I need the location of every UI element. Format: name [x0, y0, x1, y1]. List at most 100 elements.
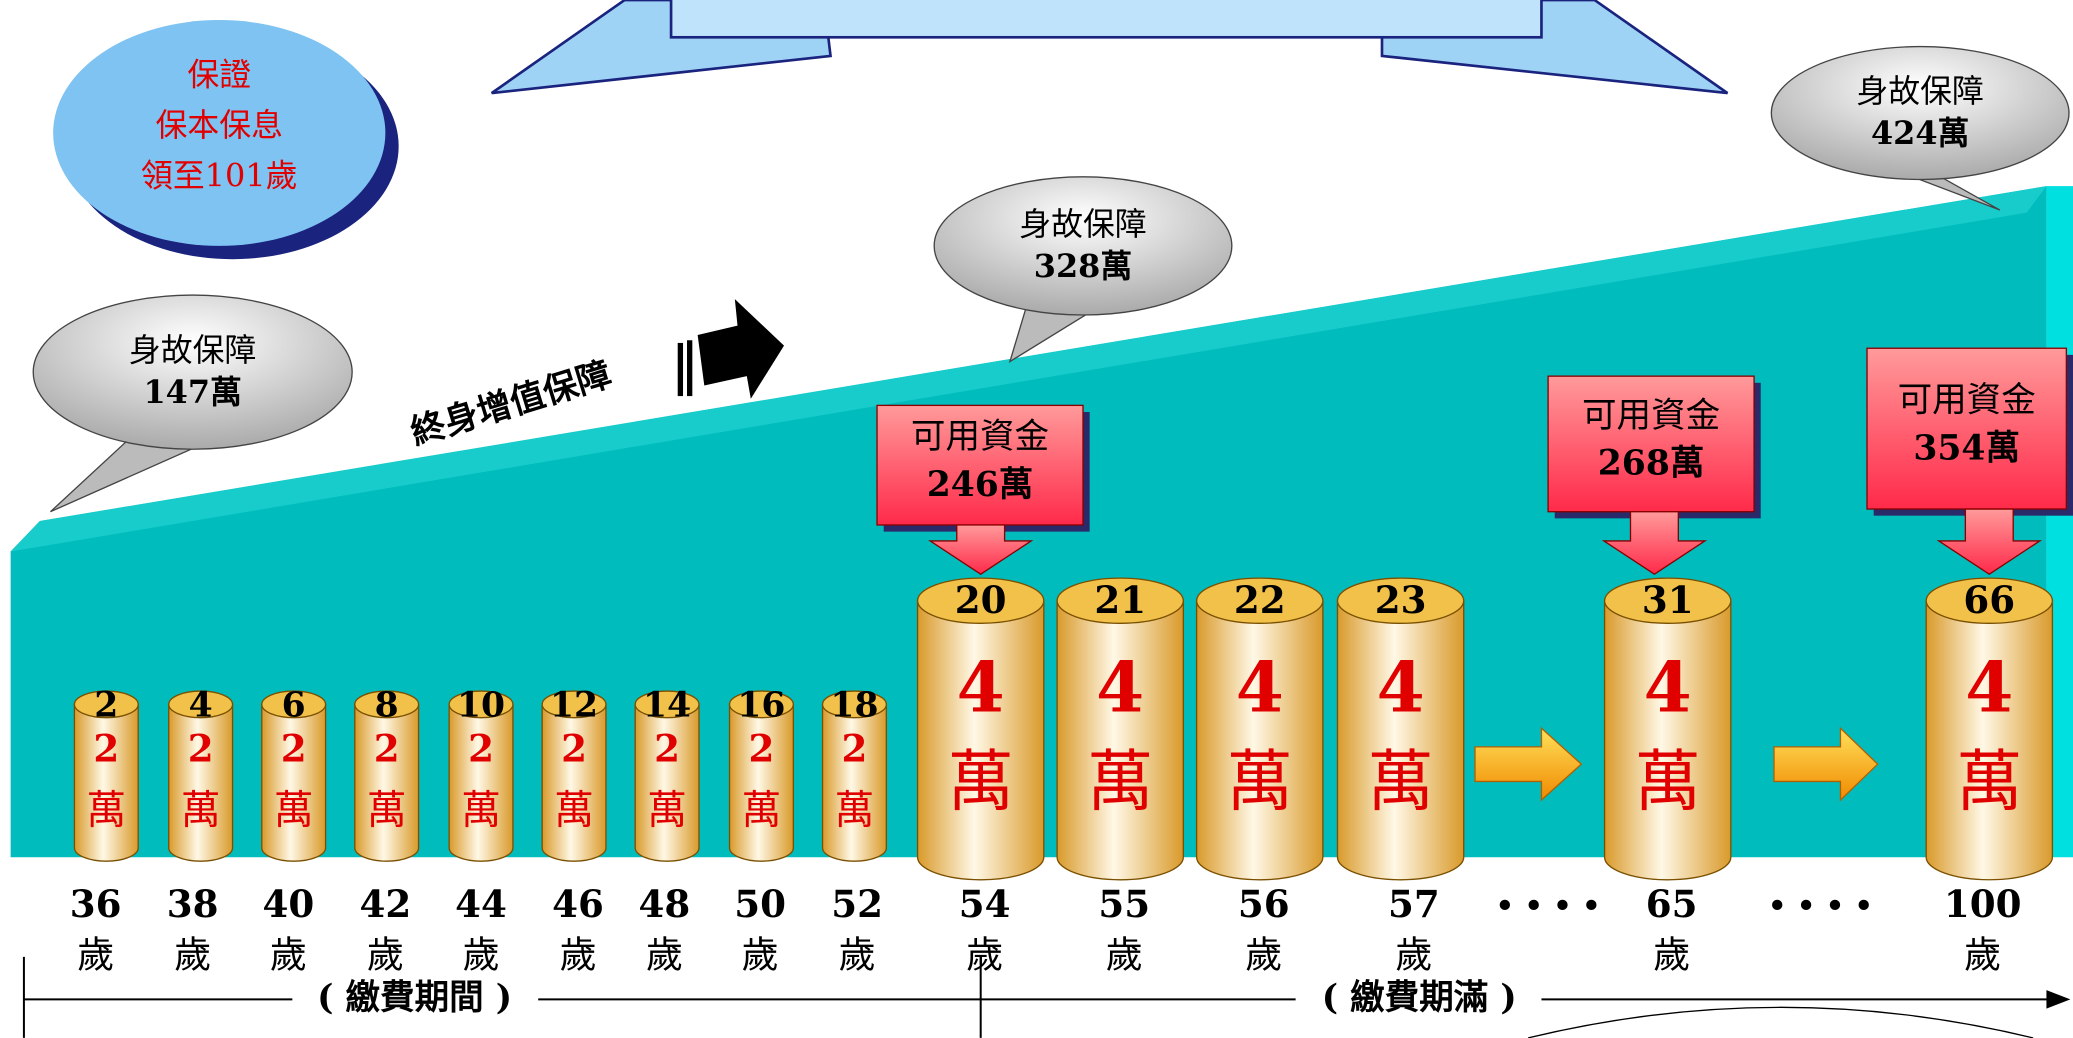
fund-amount: 354萬: [1913, 428, 2020, 468]
age: 100: [1944, 882, 2022, 926]
callout-amount: 424萬: [1871, 114, 1969, 152]
banner: [669, 0, 1543, 39]
cylinder-amount: 4: [1377, 648, 1425, 729]
age-unit: 歲: [270, 933, 307, 977]
age-unit: 歲: [1653, 933, 1690, 977]
cylinder: [541, 703, 607, 862]
callout-label: 身故保障: [1019, 205, 1147, 243]
cylinder-amount: 2: [468, 727, 494, 771]
age-unit: 歲: [646, 933, 683, 977]
cylinder-amount: 4: [1096, 648, 1144, 729]
age-unit: 歲: [741, 933, 778, 977]
age-unit: 歲: [1106, 933, 1143, 977]
death-callout: [32, 294, 353, 450]
cylinder-unit: 萬: [86, 787, 126, 833]
age: 65: [1646, 882, 1698, 926]
cylinder: [448, 703, 514, 862]
cylinder-unit: 萬: [1367, 742, 1433, 820]
cylinder-unit: 萬: [367, 787, 407, 833]
cylinder: [1925, 600, 2054, 881]
cylinder-top: [354, 690, 420, 719]
cylinder-amount: 2: [281, 727, 307, 771]
cylinder-unit: 萬: [647, 787, 687, 833]
cylinder-amount: 2: [374, 727, 400, 771]
cylinder-amount: 2: [188, 727, 214, 771]
cylinder-amount: 2: [93, 727, 119, 771]
guarantee-text: 領至101歲: [141, 157, 297, 195]
cylinder-amount: 2: [842, 727, 868, 771]
cylinder-amount: 2: [654, 727, 680, 771]
cylinder-top: [168, 690, 234, 719]
fund-amount: 268萬: [1598, 444, 1705, 484]
cylinder-count: 22: [1234, 578, 1286, 622]
cylinder-top: [1056, 577, 1185, 624]
cylinder-count: 4: [189, 686, 213, 726]
cylinder-top: [73, 690, 139, 719]
cylinder-unit: 萬: [461, 787, 501, 833]
age-unit: 歲: [966, 933, 1003, 977]
cylinder-top: [916, 577, 1045, 624]
cylinder: [916, 600, 1045, 881]
age-unit: 歲: [1964, 933, 2001, 977]
flow-arrow: [1474, 726, 1583, 802]
cylinder-count: 14: [643, 686, 691, 726]
cylinder: [261, 703, 327, 862]
death-callout: [933, 176, 1233, 316]
period-label: ( 繳費期滿 ): [1322, 978, 1517, 1018]
cylinder-count: 8: [375, 686, 399, 726]
cylinder-count: 20: [955, 578, 1007, 622]
cylinder: [821, 703, 888, 862]
age-unit: 歲: [77, 933, 114, 977]
age-unit: 歲: [1245, 933, 1282, 977]
fund-callout: [876, 404, 1084, 526]
curve: [1528, 1006, 2034, 1038]
cylinder: [73, 703, 139, 862]
cylinder-count: 12: [550, 686, 598, 726]
age: 50: [734, 882, 786, 926]
guarantee-text: 保證: [187, 56, 251, 94]
age: 48: [639, 882, 691, 926]
fund-arrow: [1601, 511, 1708, 575]
cylinder-unit: 萬: [1956, 742, 2022, 820]
age-unit: 歲: [1395, 933, 1432, 977]
fund-callout: [1866, 347, 2068, 510]
cylinder: [1336, 600, 1465, 881]
cylinder-top: [1603, 577, 1732, 624]
cylinder-unit: 萬: [181, 787, 221, 833]
cylinder-amount: 4: [1644, 648, 1692, 729]
cylinder-amount: 4: [1965, 648, 2013, 729]
cylinder-unit: 萬: [1634, 742, 1700, 820]
cylinder-top: [1195, 577, 1324, 624]
cylinder-top: [1336, 577, 1465, 624]
cylinder-amount: 4: [957, 648, 1005, 729]
callout-amount: 328萬: [1034, 247, 1132, 285]
age-unit: 歲: [559, 933, 596, 977]
callout-amount: 147萬: [143, 373, 241, 411]
age-unit: 歲: [839, 933, 876, 977]
cylinder-count: 23: [1375, 578, 1427, 622]
cylinder-unit: 萬: [554, 787, 594, 833]
growth-arrow: [677, 299, 785, 399]
cylinder-count: 21: [1094, 578, 1146, 622]
cylinder-unit: 萬: [1227, 742, 1293, 820]
cylinder: [354, 703, 420, 862]
cylinder: [634, 703, 700, 862]
cylinder-top: [728, 690, 794, 719]
age: 57: [1388, 882, 1440, 926]
callout-label: 身故保障: [129, 331, 257, 369]
cylinder-unit: 萬: [741, 787, 781, 833]
death-callout: [1770, 45, 2070, 181]
cylinder-count: 18: [830, 686, 878, 726]
age-unit: 歲: [174, 933, 211, 977]
fund-label: 可用資金: [1582, 396, 1720, 436]
label-bg: [292, 976, 539, 1022]
age: 44: [455, 882, 507, 926]
age: 38: [167, 882, 219, 926]
cylinder-count: 16: [737, 686, 785, 726]
cylinder-count: 66: [1963, 578, 2015, 622]
age: 55: [1098, 882, 1150, 926]
fund-arrow: [927, 524, 1034, 575]
timeline-arrow: [2046, 990, 2071, 1009]
cylinder-count: 31: [1642, 578, 1694, 622]
cylinder: [1603, 600, 1732, 881]
